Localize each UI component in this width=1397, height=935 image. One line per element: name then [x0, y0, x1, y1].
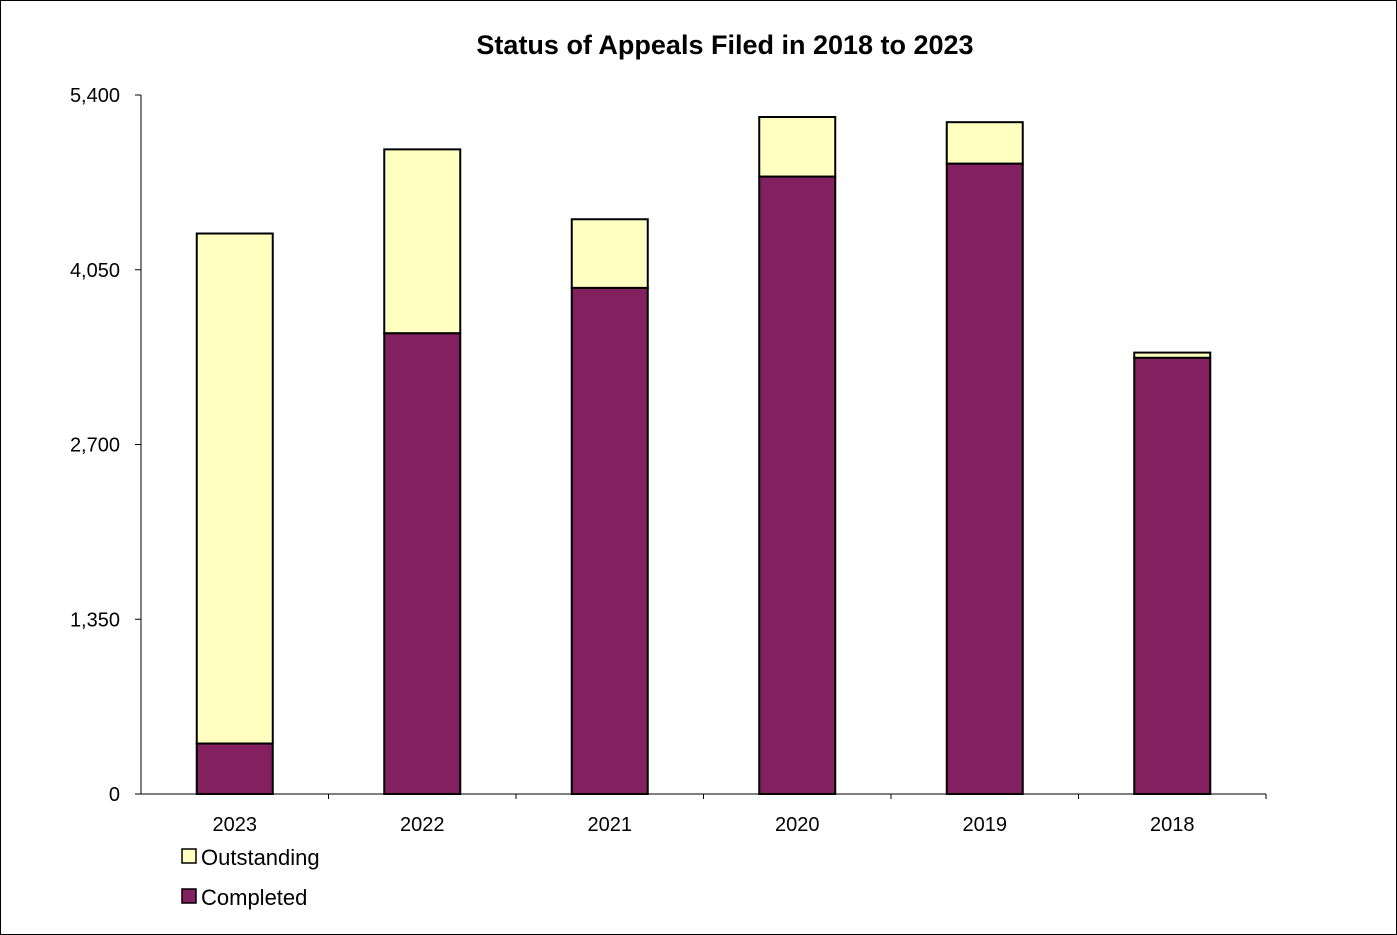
x-tick-label: 2021 — [588, 814, 633, 836]
x-tick-label: 2020 — [775, 814, 820, 836]
bar-outstanding-2018 — [1133, 351, 1212, 359]
bar-completed-2021 — [570, 286, 649, 795]
y-tick-label: 4,050 — [70, 260, 120, 282]
bar-outstanding-2022 — [383, 148, 462, 335]
bar-completed-2020 — [758, 175, 837, 796]
legend-swatch-completed — [181, 888, 197, 904]
y-tick-label: 1,350 — [70, 609, 120, 631]
bar-outstanding-2019 — [945, 121, 1024, 165]
bars — [195, 116, 1212, 796]
x-axis: 2023 2022 2021 2020 2019 2018 — [141, 793, 1267, 836]
bar-completed-2022 — [383, 332, 462, 795]
bar-outstanding-2021 — [570, 218, 649, 289]
legend: Outstanding Completed — [181, 845, 320, 910]
x-tick-label: 2019 — [963, 814, 1008, 836]
bar-completed-2018 — [1133, 356, 1212, 795]
x-tick-label: 2018 — [1150, 814, 1195, 836]
legend-label-outstanding: Outstanding — [201, 845, 320, 870]
bar-outstanding-2020 — [758, 116, 837, 178]
bar-outstanding-2023 — [195, 232, 274, 745]
x-tick-label: 2023 — [213, 814, 258, 836]
y-tick-label: 5,400 — [70, 85, 120, 107]
x-tick-label: 2022 — [400, 814, 445, 836]
legend-swatch-outstanding — [181, 848, 197, 864]
y-tick-label: 0 — [109, 784, 120, 806]
chart-title: Status of Appeals Filed in 2018 to 2023 — [476, 30, 973, 60]
bar-completed-2023 — [195, 742, 274, 795]
legend-label-completed: Completed — [201, 885, 307, 910]
bar-completed-2019 — [945, 162, 1024, 796]
y-axis: 0 1,350 2,700 4,050 5,400 — [70, 85, 142, 806]
y-tick-label: 2,700 — [70, 435, 120, 457]
